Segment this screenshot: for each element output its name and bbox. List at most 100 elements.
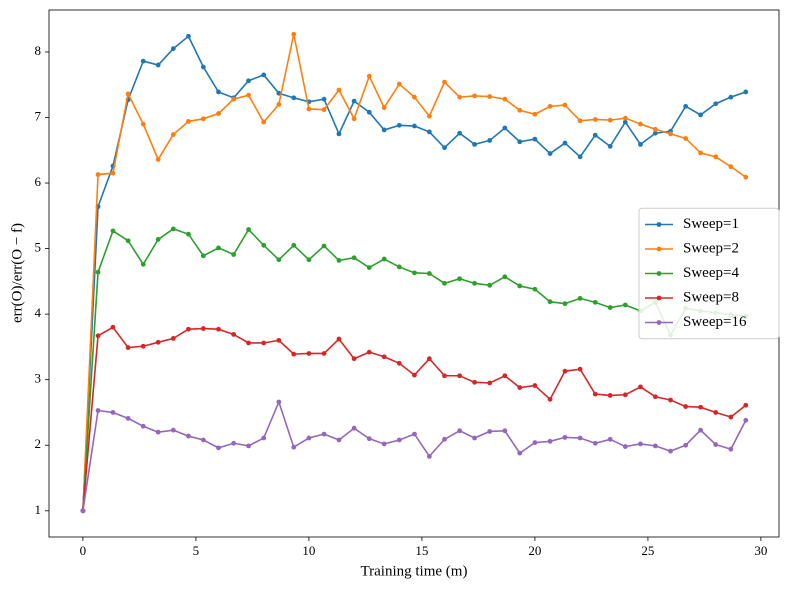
legend-label: Sweep=8	[683, 289, 739, 305]
data-point	[336, 257, 342, 263]
data-point	[336, 336, 342, 342]
data-point	[200, 326, 206, 331]
data-point	[472, 379, 477, 385]
data-point	[472, 280, 477, 286]
x-tick-label: 20	[528, 543, 541, 558]
data-point	[381, 441, 387, 447]
data-point	[291, 444, 297, 450]
data-point	[125, 238, 131, 244]
legend-marker	[656, 246, 662, 252]
data-point	[487, 282, 493, 288]
data-point	[652, 443, 658, 449]
data-point	[186, 231, 191, 237]
x-tick-label: 25	[641, 543, 654, 558]
data-point	[231, 252, 237, 257]
data-point	[713, 101, 719, 107]
data-point	[577, 118, 583, 124]
data-point	[652, 130, 658, 136]
data-point	[216, 111, 221, 116]
data-point	[517, 139, 523, 145]
data-point	[216, 89, 221, 95]
data-point	[472, 141, 477, 147]
legend-label: Sweep=2	[683, 240, 739, 256]
x-tick-label: 5	[193, 543, 200, 558]
data-point	[607, 117, 613, 123]
data-point	[517, 450, 523, 456]
data-point	[396, 264, 402, 270]
data-point	[125, 91, 131, 97]
data-point	[412, 431, 417, 437]
data-point	[200, 253, 206, 259]
y-tick-label: 6	[35, 174, 42, 189]
data-point	[216, 326, 221, 332]
data-point	[683, 404, 689, 409]
data-point	[412, 270, 417, 276]
data-point	[532, 136, 538, 142]
data-point	[532, 383, 538, 388]
data-point	[728, 94, 734, 100]
data-point	[95, 172, 101, 177]
data-point	[442, 436, 447, 442]
data-point	[517, 107, 523, 113]
data-point	[246, 78, 251, 84]
legend-label: Sweep=16	[683, 314, 747, 330]
data-point	[562, 434, 568, 440]
data-point	[321, 351, 327, 356]
data-point	[652, 394, 658, 400]
data-point	[412, 123, 417, 129]
data-point	[336, 437, 342, 443]
data-point	[186, 33, 191, 39]
data-point	[487, 380, 493, 386]
data-point	[743, 174, 749, 180]
data-point	[155, 157, 161, 162]
legend-box	[638, 207, 780, 340]
data-point	[306, 257, 312, 263]
data-point	[683, 442, 689, 448]
data-point	[231, 332, 237, 337]
legend-marker	[656, 222, 662, 227]
data-point	[155, 237, 161, 242]
data-point	[200, 437, 206, 443]
data-point	[291, 31, 297, 37]
data-point	[186, 119, 191, 124]
data-point	[216, 445, 221, 451]
data-point	[125, 345, 131, 350]
data-point	[668, 448, 673, 454]
data-point	[351, 356, 357, 362]
data-point	[351, 255, 357, 261]
data-point	[291, 95, 297, 101]
data-point	[457, 276, 463, 282]
data-point	[261, 119, 267, 125]
data-point	[110, 228, 116, 234]
data-point	[366, 73, 372, 79]
data-point	[396, 437, 402, 443]
data-point	[381, 354, 387, 360]
data-point	[502, 428, 508, 434]
y-tick-label: 1	[35, 502, 42, 517]
data-point	[426, 113, 432, 119]
x-axis-label: Training time (m)	[361, 563, 468, 579]
data-point	[487, 429, 493, 434]
data-point	[246, 227, 251, 232]
legend-marker	[656, 271, 662, 276]
y-tick-label: 4	[35, 305, 42, 320]
data-point	[170, 427, 176, 433]
data-point	[231, 440, 237, 446]
y-tick-label: 3	[35, 371, 42, 386]
data-point	[306, 351, 312, 356]
y-tick-label: 5	[35, 240, 42, 255]
data-point	[381, 127, 387, 133]
data-point	[276, 257, 282, 263]
data-point	[306, 106, 312, 112]
data-point	[532, 111, 538, 117]
data-point	[577, 435, 583, 441]
data-point	[607, 305, 613, 310]
data-point	[200, 116, 206, 122]
data-point	[622, 115, 628, 121]
data-point	[622, 302, 628, 308]
data-point	[547, 396, 553, 402]
data-point	[351, 98, 357, 104]
data-point	[351, 425, 357, 431]
data-point	[381, 105, 387, 111]
y-tick-label: 7	[35, 108, 42, 123]
